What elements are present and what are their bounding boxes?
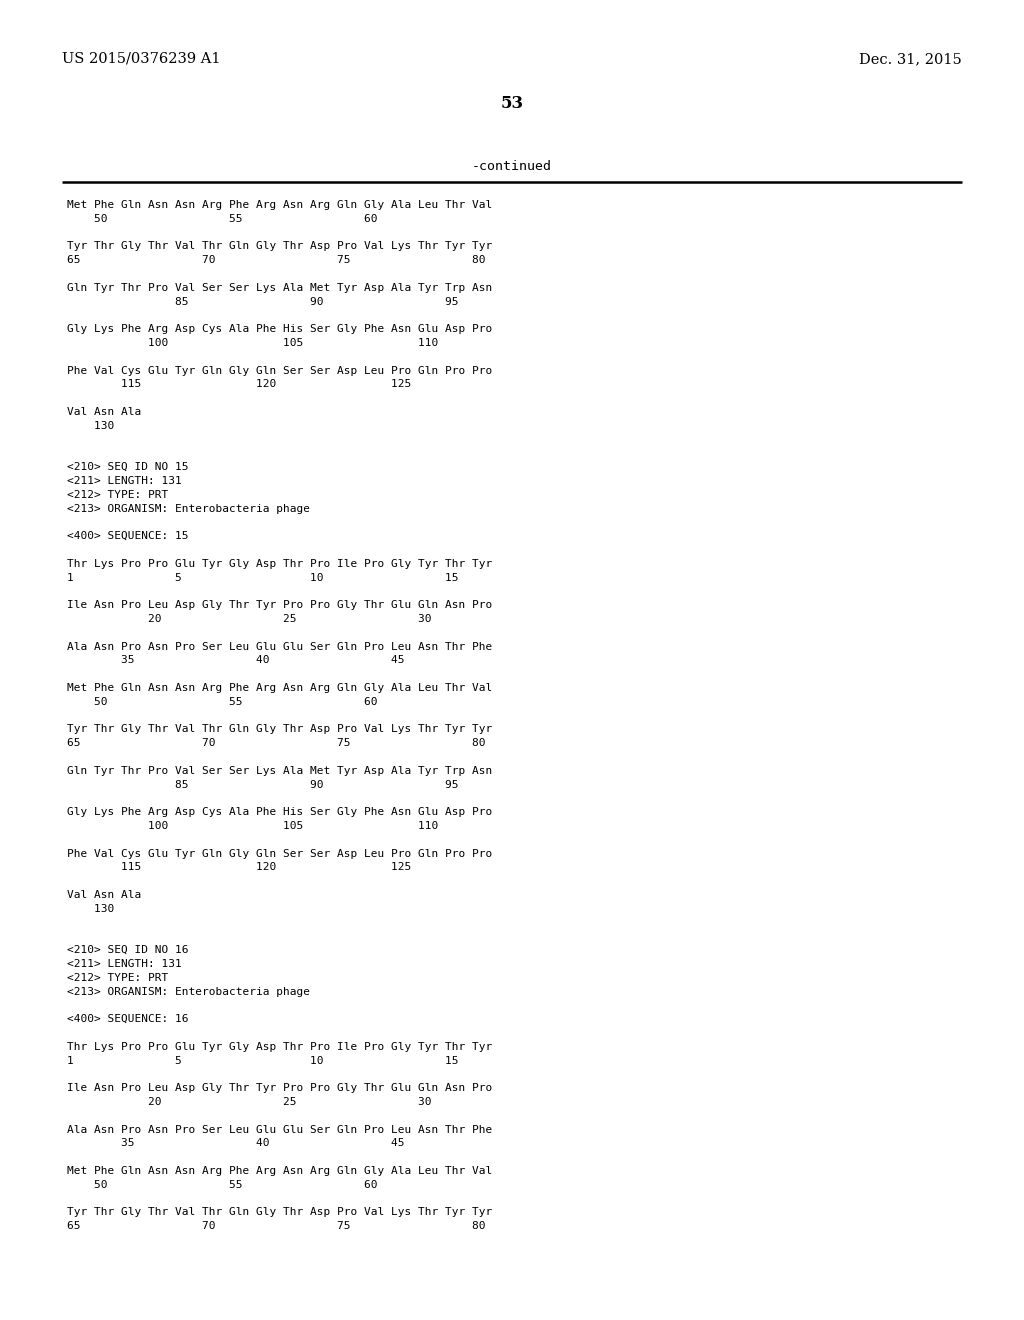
Text: Tyr Thr Gly Thr Val Thr Gln Gly Thr Asp Pro Val Lys Thr Tyr Tyr: Tyr Thr Gly Thr Val Thr Gln Gly Thr Asp …	[67, 725, 493, 734]
Text: 20                  25                  30: 20 25 30	[67, 1097, 431, 1107]
Text: Ala Asn Pro Asn Pro Ser Leu Glu Glu Ser Gln Pro Leu Asn Thr Phe: Ala Asn Pro Asn Pro Ser Leu Glu Glu Ser …	[67, 642, 493, 652]
Text: <212> TYPE: PRT: <212> TYPE: PRT	[67, 490, 168, 500]
Text: <213> ORGANISM: Enterobacteria phage: <213> ORGANISM: Enterobacteria phage	[67, 504, 310, 513]
Text: <213> ORGANISM: Enterobacteria phage: <213> ORGANISM: Enterobacteria phage	[67, 986, 310, 997]
Text: Dec. 31, 2015: Dec. 31, 2015	[859, 51, 962, 66]
Text: <211> LENGTH: 131: <211> LENGTH: 131	[67, 960, 181, 969]
Text: <400> SEQUENCE: 15: <400> SEQUENCE: 15	[67, 531, 188, 541]
Text: 130: 130	[67, 421, 115, 430]
Text: 65                  70                  75                  80: 65 70 75 80	[67, 738, 485, 748]
Text: Tyr Thr Gly Thr Val Thr Gln Gly Thr Asp Pro Val Lys Thr Tyr Tyr: Tyr Thr Gly Thr Val Thr Gln Gly Thr Asp …	[67, 242, 493, 251]
Text: -continued: -continued	[472, 160, 552, 173]
Text: 85                  90                  95: 85 90 95	[67, 297, 459, 306]
Text: Gly Lys Phe Arg Asp Cys Ala Phe His Ser Gly Phe Asn Glu Asp Pro: Gly Lys Phe Arg Asp Cys Ala Phe His Ser …	[67, 325, 493, 334]
Text: Ile Asn Pro Leu Asp Gly Thr Tyr Pro Pro Gly Thr Glu Gln Asn Pro: Ile Asn Pro Leu Asp Gly Thr Tyr Pro Pro …	[67, 1084, 493, 1093]
Text: 100                 105                 110: 100 105 110	[67, 821, 438, 832]
Text: 130: 130	[67, 904, 115, 913]
Text: 50                  55                  60: 50 55 60	[67, 1180, 378, 1189]
Text: Gln Tyr Thr Pro Val Ser Ser Lys Ala Met Tyr Asp Ala Tyr Trp Asn: Gln Tyr Thr Pro Val Ser Ser Lys Ala Met …	[67, 282, 493, 293]
Text: Gln Tyr Thr Pro Val Ser Ser Lys Ala Met Tyr Asp Ala Tyr Trp Asn: Gln Tyr Thr Pro Val Ser Ser Lys Ala Met …	[67, 766, 493, 776]
Text: 50                  55                  60: 50 55 60	[67, 697, 378, 706]
Text: Thr Lys Pro Pro Glu Tyr Gly Asp Thr Pro Ile Pro Gly Tyr Thr Tyr: Thr Lys Pro Pro Glu Tyr Gly Asp Thr Pro …	[67, 558, 493, 569]
Text: 53: 53	[501, 95, 523, 112]
Text: Thr Lys Pro Pro Glu Tyr Gly Asp Thr Pro Ile Pro Gly Tyr Thr Tyr: Thr Lys Pro Pro Glu Tyr Gly Asp Thr Pro …	[67, 1041, 493, 1052]
Text: Phe Val Cys Glu Tyr Gln Gly Gln Ser Ser Asp Leu Pro Gln Pro Pro: Phe Val Cys Glu Tyr Gln Gly Gln Ser Ser …	[67, 366, 493, 376]
Text: 65                  70                  75                  80: 65 70 75 80	[67, 1221, 485, 1232]
Text: <210> SEQ ID NO 15: <210> SEQ ID NO 15	[67, 462, 188, 473]
Text: Met Phe Gln Asn Asn Arg Phe Arg Asn Arg Gln Gly Ala Leu Thr Val: Met Phe Gln Asn Asn Arg Phe Arg Asn Arg …	[67, 682, 493, 693]
Text: Val Asn Ala: Val Asn Ala	[67, 407, 141, 417]
Text: 85                  90                  95: 85 90 95	[67, 780, 459, 789]
Text: US 2015/0376239 A1: US 2015/0376239 A1	[62, 51, 220, 66]
Text: 115                 120                 125: 115 120 125	[67, 379, 412, 389]
Text: Phe Val Cys Glu Tyr Gln Gly Gln Ser Ser Asp Leu Pro Gln Pro Pro: Phe Val Cys Glu Tyr Gln Gly Gln Ser Ser …	[67, 849, 493, 858]
Text: <400> SEQUENCE: 16: <400> SEQUENCE: 16	[67, 1014, 188, 1024]
Text: Gly Lys Phe Arg Asp Cys Ala Phe His Ser Gly Phe Asn Glu Asp Pro: Gly Lys Phe Arg Asp Cys Ala Phe His Ser …	[67, 808, 493, 817]
Text: 20                  25                  30: 20 25 30	[67, 614, 431, 624]
Text: <211> LENGTH: 131: <211> LENGTH: 131	[67, 477, 181, 486]
Text: 35                  40                  45: 35 40 45	[67, 1138, 404, 1148]
Text: <210> SEQ ID NO 16: <210> SEQ ID NO 16	[67, 945, 188, 956]
Text: <212> TYPE: PRT: <212> TYPE: PRT	[67, 973, 168, 983]
Text: Ile Asn Pro Leu Asp Gly Thr Tyr Pro Pro Gly Thr Glu Gln Asn Pro: Ile Asn Pro Leu Asp Gly Thr Tyr Pro Pro …	[67, 601, 493, 610]
Text: 50                  55                  60: 50 55 60	[67, 214, 378, 224]
Text: Met Phe Gln Asn Asn Arg Phe Arg Asn Arg Gln Gly Ala Leu Thr Val: Met Phe Gln Asn Asn Arg Phe Arg Asn Arg …	[67, 201, 493, 210]
Text: Ala Asn Pro Asn Pro Ser Leu Glu Glu Ser Gln Pro Leu Asn Thr Phe: Ala Asn Pro Asn Pro Ser Leu Glu Glu Ser …	[67, 1125, 493, 1135]
Text: 100                 105                 110: 100 105 110	[67, 338, 438, 348]
Text: 35                  40                  45: 35 40 45	[67, 656, 404, 665]
Text: 1               5                   10                  15: 1 5 10 15	[67, 573, 459, 582]
Text: 115                 120                 125: 115 120 125	[67, 862, 412, 873]
Text: Met Phe Gln Asn Asn Arg Phe Arg Asn Arg Gln Gly Ala Leu Thr Val: Met Phe Gln Asn Asn Arg Phe Arg Asn Arg …	[67, 1166, 493, 1176]
Text: Val Asn Ala: Val Asn Ala	[67, 890, 141, 900]
Text: Tyr Thr Gly Thr Val Thr Gln Gly Thr Asp Pro Val Lys Thr Tyr Tyr: Tyr Thr Gly Thr Val Thr Gln Gly Thr Asp …	[67, 1208, 493, 1217]
Text: 1               5                   10                  15: 1 5 10 15	[67, 1056, 459, 1065]
Text: 65                  70                  75                  80: 65 70 75 80	[67, 255, 485, 265]
